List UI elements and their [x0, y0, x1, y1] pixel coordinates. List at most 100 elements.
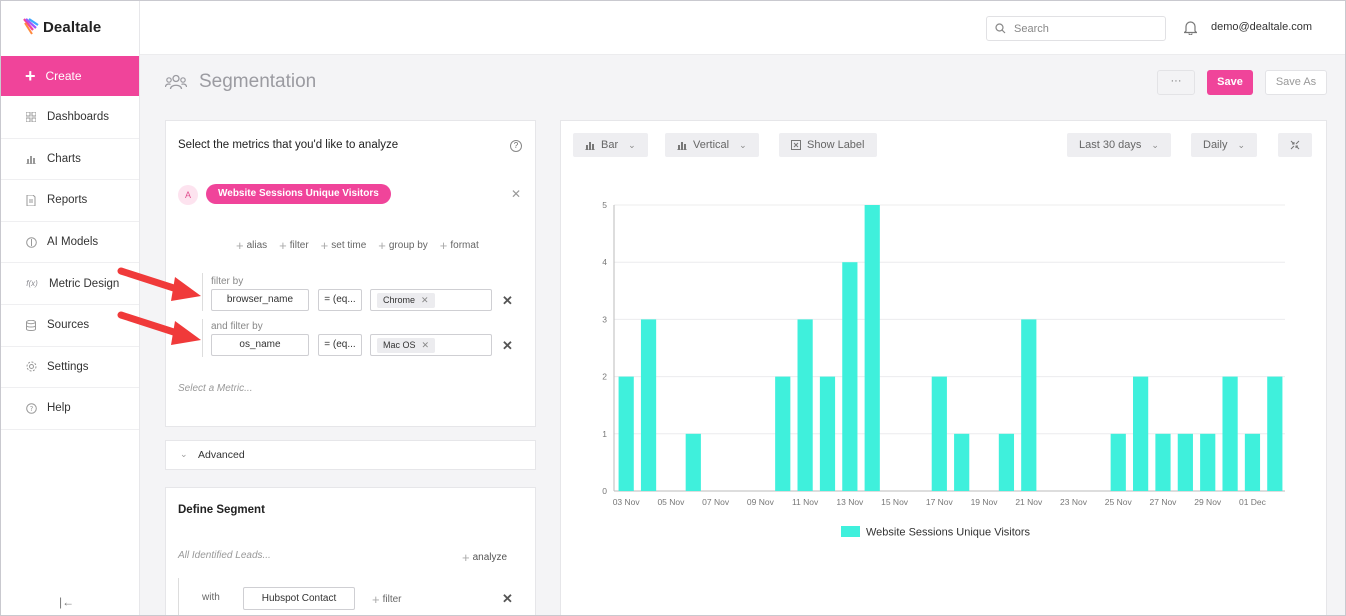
notification-bell-icon[interactable]: [1183, 20, 1198, 38]
minimize-icon: [1290, 140, 1300, 150]
sidebar-item-sources[interactable]: Sources: [1, 305, 139, 347]
remove-segment-close-icon[interactable]: ✕: [502, 591, 513, 606]
svg-text:?: ?: [29, 405, 33, 413]
filter-field-select[interactable]: os_name: [211, 334, 309, 356]
metric-options: + alias + filter + set time + group by + form…: [236, 238, 479, 253]
x-tick-label: 23 Nov: [1060, 497, 1088, 507]
chip-label: Mac OS: [383, 340, 416, 350]
show-label-toggle[interactable]: Show Label: [779, 133, 877, 157]
bar: [931, 376, 947, 491]
more-options-button[interactable]: ···: [1157, 70, 1195, 95]
option-format[interactable]: + format: [440, 238, 479, 253]
analyze-label: analyze: [472, 552, 508, 563]
question-mark-icon[interactable]: ?: [510, 140, 522, 152]
sidebar-nav: Dashboards Charts Reports AI Models: [1, 97, 139, 430]
x-tick-label: 03 Nov: [613, 497, 641, 507]
brand-name: Dealtale: [43, 18, 102, 36]
page-title-text: Segmentation: [199, 71, 317, 92]
chart-type-dropdown[interactable]: Bar ⌄: [573, 133, 648, 157]
sidebar-item-reports[interactable]: Reports: [1, 180, 139, 222]
users-group-icon: [165, 74, 187, 90]
x-tick-label: 25 Nov: [1105, 497, 1133, 507]
label-icon: [791, 140, 801, 150]
annotation-arrow: [117, 267, 201, 301]
chevron-down-icon: ⌄: [180, 449, 188, 459]
filter-operator-select[interactable]: = (eq...: [318, 334, 362, 356]
chevron-down-icon: ⌄: [628, 139, 636, 150]
bar: [1133, 376, 1149, 491]
sidebar-item-charts[interactable]: Charts: [1, 139, 139, 181]
chip-remove-icon[interactable]: ✕: [421, 340, 430, 350]
bar: [797, 319, 813, 491]
sidebar-item-dashboards[interactable]: Dashboards: [1, 97, 139, 139]
bar: [775, 376, 791, 491]
sidebar-item-ai-models[interactable]: AI Models: [1, 222, 139, 264]
filter-operator-select[interactable]: = (eq...: [318, 289, 362, 311]
sidebar-item-label: Help: [47, 402, 71, 415]
sidebar-item-label: AI Models: [47, 236, 99, 249]
select-metric-input[interactable]: Select a Metric...: [178, 383, 253, 394]
filter-field-select[interactable]: browser_name: [211, 289, 309, 311]
database-icon: [25, 319, 37, 331]
x-tick-label: 07 Nov: [702, 497, 730, 507]
plus-icon: +: [320, 238, 329, 253]
interval-label: Daily: [1203, 139, 1228, 151]
bar: [1267, 376, 1283, 491]
contact-type-select[interactable]: Hubspot Contact: [243, 587, 355, 610]
y-tick-label: 3: [602, 314, 607, 324]
logo[interactable]: Dealtale: [23, 18, 101, 36]
plus-icon: +: [25, 66, 36, 86]
chip-remove-icon[interactable]: ✕: [421, 295, 429, 305]
sidebar-item-label: Reports: [47, 194, 88, 207]
plus-icon: +: [378, 238, 386, 253]
y-tick-label: 0: [602, 486, 607, 496]
collapse-chart-button[interactable]: [1278, 133, 1312, 157]
sidebar-item-settings[interactable]: Settings: [1, 347, 139, 389]
save-button[interactable]: Save: [1207, 70, 1253, 95]
sidebar-item-label: Dashboards: [47, 111, 110, 124]
orientation-dropdown[interactable]: Vertical ⌄: [665, 133, 759, 157]
metric-letter-badge: A: [178, 185, 198, 205]
bar: [954, 433, 970, 491]
sidebar-item-help[interactable]: ? Help: [1, 388, 139, 430]
create-label: Create: [45, 69, 82, 83]
bar: [842, 262, 858, 491]
y-tick-label: 1: [602, 429, 607, 439]
sidebar-item-metric-design[interactable]: f(x) Metric Design: [1, 263, 139, 305]
x-tick-label: 01 Dec: [1239, 497, 1267, 507]
search-box[interactable]: Search: [986, 16, 1166, 41]
interval-dropdown[interactable]: Daily ⌄: [1191, 133, 1257, 157]
option-label: filter: [289, 240, 309, 251]
create-button[interactable]: + Create: [1, 56, 139, 96]
bar: [618, 376, 634, 491]
save-as-button[interactable]: Save As: [1265, 70, 1327, 95]
segment-filter-button[interactable]: + filter: [372, 592, 402, 607]
sidebar-item-label: Charts: [47, 152, 81, 165]
option-filter[interactable]: + filter: [279, 238, 309, 253]
leads-select[interactable]: All Identified Leads...: [178, 550, 271, 561]
bar: [819, 376, 836, 491]
filter-value-input[interactable]: Chrome ✕: [370, 289, 492, 311]
filter-value-input[interactable]: Mac OS ✕: [370, 334, 492, 356]
metrics-heading: Select the metrics that you'd like to an…: [178, 139, 399, 151]
remove-metric-close-icon[interactable]: ✕: [511, 187, 522, 201]
filter-label: and filter by: [211, 321, 263, 332]
option-label: group by: [388, 240, 428, 251]
collapse-sidebar-icon[interactable]: |←: [59, 595, 75, 609]
sidebar: Dealtale + Create Dashboards Charts: [1, 1, 140, 615]
x-tick-label: 05 Nov: [657, 497, 685, 507]
x-tick-label: 17 Nov: [926, 497, 954, 507]
metric-pill[interactable]: Website Sessions Unique Visitors: [206, 184, 391, 204]
user-email[interactable]: demo@dealtale.com: [1211, 21, 1313, 33]
option-set-time[interactable]: + set time: [321, 238, 367, 253]
remove-filter-close-icon[interactable]: ✕: [502, 293, 513, 308]
remove-filter-close-icon[interactable]: ✕: [502, 338, 513, 353]
date-range-dropdown[interactable]: Last 30 days ⌄: [1067, 133, 1171, 157]
with-label: with: [202, 592, 220, 603]
search-input[interactable]: Search: [1014, 22, 1049, 35]
advanced-section[interactable]: ⌄ Advanced: [165, 440, 536, 470]
option-alias[interactable]: + alias: [236, 238, 267, 253]
analyze-button[interactable]: + analyze: [462, 550, 507, 565]
option-group-by[interactable]: + group by: [378, 238, 428, 253]
chevron-down-icon: ⌄: [739, 139, 747, 150]
